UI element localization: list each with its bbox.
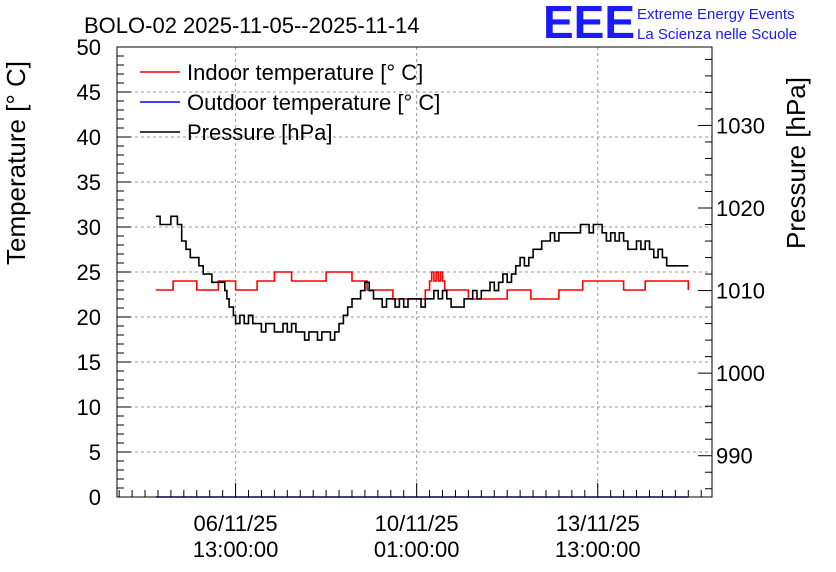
y-axis-title: Temperature [° C] [1,61,31,265]
eee-logo: EEE Extreme Energy Events La Scienza nel… [543,0,797,48]
logo-line-2: La Scienza nelle Scuole [637,26,797,43]
y-tick-label: 20 [77,305,101,330]
y2-tick-label: 990 [716,444,753,469]
x-tick-label-date: 06/11/25 [194,511,278,536]
legend-label-0: Indoor temperature [° C] [187,60,423,85]
legend-label-1: Outdoor temperature [° C] [187,90,440,115]
y-tick-label: 45 [77,80,101,105]
grid [117,47,712,497]
series-line-2 [155,215,689,341]
x-tick-label-date: 10/11/25 [375,511,459,536]
legend-label-2: Pressure [hPa] [187,120,333,145]
chart-title: BOLO-02 2025-11-05--2025-11-14 [84,13,420,38]
y-tick-label: 0 [89,485,101,510]
x-tick-label-date: 13/11/25 [556,511,640,536]
logo-mark: EEE [543,0,635,48]
y2-tick-label: 1010 [716,279,765,304]
y2-tick-label: 1020 [716,196,765,221]
y2-axis-title: Pressure [hPa] [781,77,811,249]
ticks: 0 5 10 15 20 25 30 35 40 45 50 990 1000 1010 1020 1030 0… [77,35,765,562]
logo-line-1: Extreme Energy Events [637,6,795,23]
y-tick-label: 25 [77,260,101,285]
series-line-0 [155,271,690,300]
y2-tick-label: 1000 [716,361,765,386]
y2-tick-label: 1030 [716,113,765,138]
y-tick-label: 35 [77,170,101,195]
legend: Indoor temperature [° C] Outdoor temperat… [140,60,440,145]
x-tick-label-time: 13:00:00 [555,537,641,562]
y-tick-label: 40 [77,125,101,150]
x-tick-label-time: 01:00:00 [374,537,460,562]
x-tick-label-time: 13:00:00 [193,537,279,562]
y-tick-label: 30 [77,215,101,240]
y-tick-label: 10 [77,395,101,420]
y-tick-label: 15 [77,350,101,375]
y-tick-label: 50 [77,35,101,60]
y-tick-label: 5 [89,440,101,465]
